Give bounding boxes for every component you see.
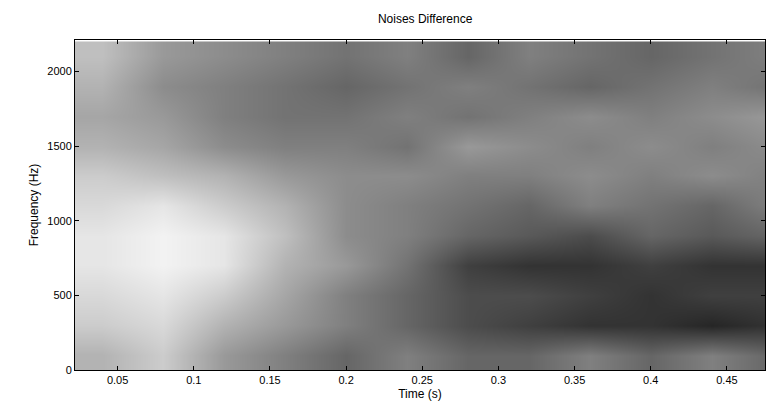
svg-text:0.35: 0.35 — [564, 374, 585, 386]
svg-text:500: 500 — [53, 289, 71, 301]
svg-text:0.2: 0.2 — [338, 374, 353, 386]
svg-text:0.3: 0.3 — [491, 374, 506, 386]
svg-text:0.4: 0.4 — [643, 374, 658, 386]
svg-text:0.25: 0.25 — [412, 374, 433, 386]
svg-text:Noises Difference: Noises Difference — [378, 12, 473, 26]
svg-text:0: 0 — [66, 364, 72, 376]
svg-text:Time (s): Time (s) — [398, 387, 442, 401]
svg-text:0.45: 0.45 — [716, 374, 737, 386]
svg-text:0.05: 0.05 — [107, 374, 128, 386]
svg-text:2000: 2000 — [47, 65, 71, 77]
svg-text:1000: 1000 — [47, 215, 71, 227]
svg-text:Frequency (Hz): Frequency (Hz) — [27, 164, 41, 247]
svg-text:1500: 1500 — [47, 140, 71, 152]
svg-text:0.15: 0.15 — [259, 374, 280, 386]
svg-text:0.1: 0.1 — [186, 374, 201, 386]
